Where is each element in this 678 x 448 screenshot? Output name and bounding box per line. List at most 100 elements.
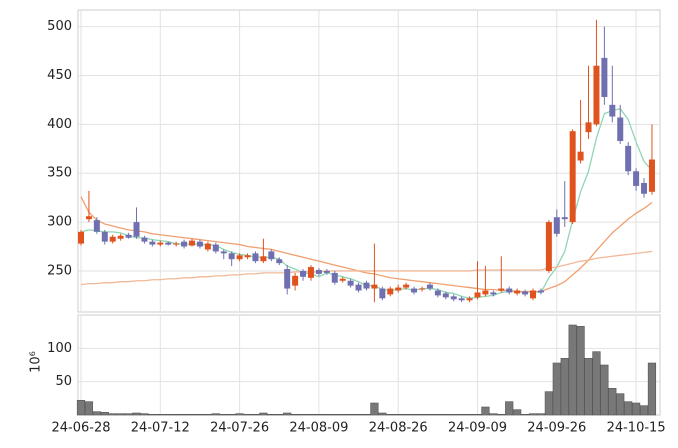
- volume-bar: [322, 414, 331, 416]
- candle-body: [252, 253, 259, 262]
- volume-bar: [235, 413, 244, 416]
- candle-body: [466, 298, 473, 301]
- candle-body: [331, 272, 338, 283]
- candle-body: [601, 57, 608, 97]
- volume-bar: [513, 409, 522, 416]
- candle-body: [85, 216, 92, 220]
- volume-bar: [631, 402, 641, 416]
- x-tick-label: 24-06-28: [51, 421, 110, 436]
- candle-body: [577, 151, 584, 161]
- candle-body: [141, 237, 148, 242]
- candle-body: [371, 284, 378, 289]
- candle-body: [411, 288, 418, 293]
- candle-body: [307, 267, 314, 278]
- volume-bar: [283, 412, 292, 416]
- x-tick-label: 24-10-15: [607, 421, 666, 436]
- volume-bar: [576, 326, 585, 416]
- volume-bar: [616, 393, 625, 416]
- x-tick-label: 24-09-26: [527, 421, 586, 436]
- candle-body: [101, 231, 108, 242]
- candle-body: [125, 234, 132, 238]
- volume-bar: [378, 412, 387, 416]
- volume-bar: [433, 414, 442, 416]
- x-tick-label: 24-08-09: [289, 421, 348, 436]
- volume-bar: [608, 388, 617, 416]
- x-tick-label: 24-09-09: [448, 421, 507, 436]
- candle-body: [553, 217, 560, 234]
- volume-bar: [544, 391, 553, 416]
- candle-body: [609, 104, 616, 117]
- candle-body: [403, 284, 410, 288]
- price-panel: [77, 9, 661, 313]
- volume-bar: [76, 400, 86, 416]
- volume-bar: [132, 412, 141, 416]
- volume-bar: [647, 362, 657, 416]
- volume-bar: [195, 414, 205, 416]
- volume-bar: [465, 414, 474, 416]
- volume-bar: [306, 414, 316, 416]
- volume-bar: [338, 414, 347, 416]
- candle-body: [458, 298, 465, 301]
- candle-body: [363, 282, 370, 289]
- candle-body: [522, 291, 529, 295]
- candle-body: [117, 235, 124, 239]
- candle-body: [149, 241, 156, 245]
- candle-body: [244, 255, 251, 258]
- volume-bar: [457, 414, 466, 416]
- volume-bar: [140, 413, 149, 416]
- y-tick-label: 300: [47, 215, 72, 230]
- candle-body: [284, 268, 291, 289]
- candle-body: [434, 290, 441, 296]
- volume-bar: [568, 324, 577, 416]
- candle-body: [569, 131, 576, 223]
- volume-bar: [536, 413, 546, 416]
- volume-bar: [156, 414, 165, 416]
- candle-body: [315, 269, 322, 274]
- volume-bar: [314, 414, 324, 416]
- volume-bar: [362, 414, 371, 416]
- y-tick-label: 250: [47, 263, 72, 278]
- candle-body: [204, 243, 211, 250]
- volume-bar: [639, 405, 649, 416]
- volume-bar: [552, 362, 561, 416]
- volume-bar: [298, 414, 308, 416]
- volume-bar: [243, 414, 252, 416]
- y-tick-label: 350: [47, 166, 72, 181]
- y-tick-label: 400: [47, 117, 72, 132]
- x-tick-label: 24-08-26: [369, 421, 428, 436]
- volume-bar: [219, 414, 228, 416]
- candle-body: [561, 217, 568, 220]
- volume-unit: 10⁶: [29, 351, 44, 373]
- volume-bar: [560, 358, 569, 416]
- candle-body: [482, 290, 489, 295]
- candle-body: [387, 288, 394, 295]
- candle-body: [133, 222, 140, 237]
- moving-average: [80, 250, 653, 286]
- candle-body: [450, 296, 457, 300]
- volume-bar: [251, 414, 260, 416]
- candle-body: [196, 241, 203, 247]
- candle-body: [220, 251, 227, 254]
- volume-bar: [267, 414, 276, 416]
- volume-bar: [386, 414, 395, 416]
- volume-bar: [100, 412, 109, 416]
- volume-bar: [227, 414, 236, 416]
- volume-bar: [211, 413, 220, 416]
- volume-bar: [164, 414, 173, 416]
- volume-bar: [124, 413, 133, 416]
- volume-bar: [584, 358, 593, 416]
- candle-body: [260, 256, 267, 262]
- volume-bar: [528, 413, 538, 416]
- volume-bar: [409, 414, 419, 416]
- candle-body: [506, 288, 513, 293]
- volume-bar: [275, 414, 284, 416]
- candle-body: [490, 292, 497, 295]
- volume-bar: [330, 414, 339, 416]
- candle-body: [641, 182, 648, 194]
- candle-body: [593, 65, 600, 125]
- volume-bar: [259, 412, 268, 416]
- x-tick-label: 24-07-12: [131, 421, 190, 436]
- volume-bar: [473, 414, 482, 416]
- volume-bar: [600, 364, 609, 416]
